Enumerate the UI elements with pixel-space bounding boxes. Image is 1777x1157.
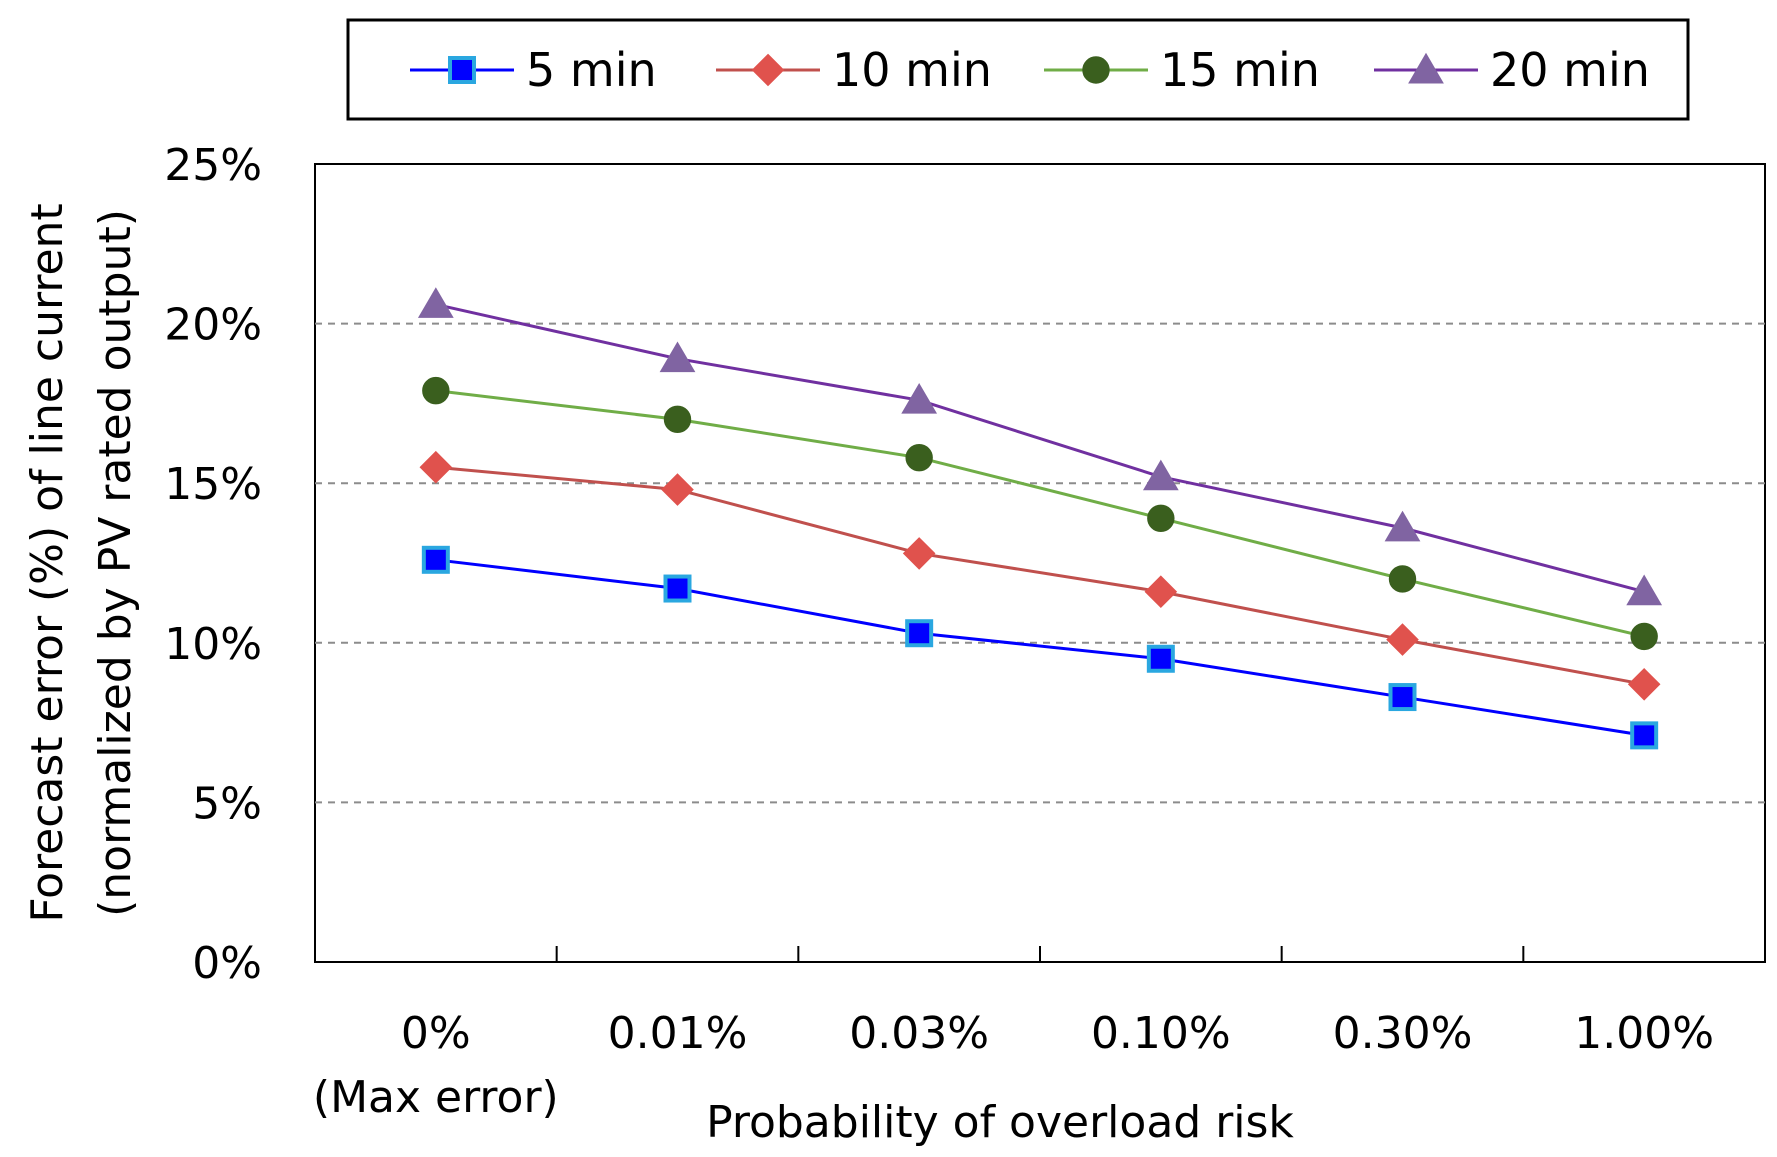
data-point-5-min	[1146, 644, 1175, 673]
y-tick-label: 20%	[164, 300, 262, 351]
data-point-20-min	[659, 341, 696, 373]
plot-area	[314, 163, 1766, 963]
legend-item-10-min: 10 min	[716, 43, 992, 97]
data-point-15-min	[1147, 504, 1175, 533]
data-point-5-min	[905, 619, 934, 648]
data-point-15-min	[905, 443, 933, 472]
legend-label: 10 min	[832, 43, 992, 97]
data-point-10-min	[902, 537, 936, 570]
series-line-5-min	[435, 558, 1645, 737]
x-tick-label: 0.30%	[1333, 1008, 1473, 1059]
data-point-10-min	[1627, 667, 1661, 701]
legend-item-5-min: 5 min	[410, 43, 657, 97]
x-tick-label: 0.03%	[849, 1008, 989, 1059]
legend-label: 20 min	[1490, 43, 1650, 97]
data-point-10-min	[661, 473, 694, 506]
legend-swatch-marker	[1082, 56, 1110, 84]
data-point-20-min	[1142, 459, 1179, 491]
data-point-5-min	[663, 574, 692, 603]
y-axis-title-line1: Forecast error (%) of line current	[22, 203, 73, 922]
y-tick-labels: 0% 5% 10% 15% 20% 25%	[164, 140, 262, 989]
data-point-10-min	[1386, 623, 1419, 656]
x-tick-sublabel: (Max error)	[313, 1072, 559, 1123]
x-tick-label: 0%	[401, 1008, 471, 1059]
data-point-10-min	[419, 450, 453, 484]
legend-label: 5 min	[526, 43, 657, 97]
data-point-5-min	[421, 545, 450, 574]
x-axis-title: Probability of overload risk	[706, 1097, 1294, 1148]
x-tick-labels: 0% (Max error) 0.01% 0.03% 0.10% 0.30% 1.00%	[313, 1008, 1714, 1123]
y-tick-label: 15%	[164, 459, 262, 510]
legend-swatch-marker	[448, 56, 476, 84]
data-point-20-min	[417, 287, 454, 318]
x-tick-label: 0.01%	[608, 1008, 748, 1059]
data-point-20-min	[1384, 510, 1421, 542]
data-point-5-min	[1388, 683, 1417, 712]
y-tick-label: 10%	[164, 619, 262, 670]
data-point-15-min	[1388, 565, 1417, 593]
legend-swatch-marker	[1408, 52, 1444, 84]
x-tick-label: 0.10%	[1091, 1008, 1231, 1059]
legend-item-20-min: 20 min	[1374, 43, 1650, 97]
legend-item-15-min: 15 min	[1044, 43, 1320, 97]
data-point-10-min	[1144, 575, 1178, 609]
series-line-15-min	[435, 389, 1645, 638]
y-tick-label: 5%	[192, 778, 262, 829]
data-point-15-min	[422, 376, 450, 405]
series-line-20-min	[435, 302, 1645, 594]
y-tick-label: 0%	[192, 938, 262, 989]
data-point-15-min	[663, 405, 692, 434]
data-point-5-min	[1630, 721, 1659, 750]
legend-label: 15 min	[1160, 43, 1320, 97]
data-point-15-min	[1630, 622, 1658, 651]
y-tick-label: 25%	[164, 140, 262, 191]
legend-swatch-marker	[751, 53, 785, 87]
data-point-20-min	[1626, 574, 1663, 606]
legend: 5 min 10 min 15 min 20 min	[346, 18, 1690, 121]
data-point-20-min	[901, 383, 938, 414]
x-tick-label: 1.00%	[1574, 1008, 1714, 1059]
plot-frame	[314, 163, 1766, 963]
series-line-10-min	[435, 465, 1645, 686]
y-axis-title-line2: (normalized by PV rated output)	[90, 209, 141, 917]
